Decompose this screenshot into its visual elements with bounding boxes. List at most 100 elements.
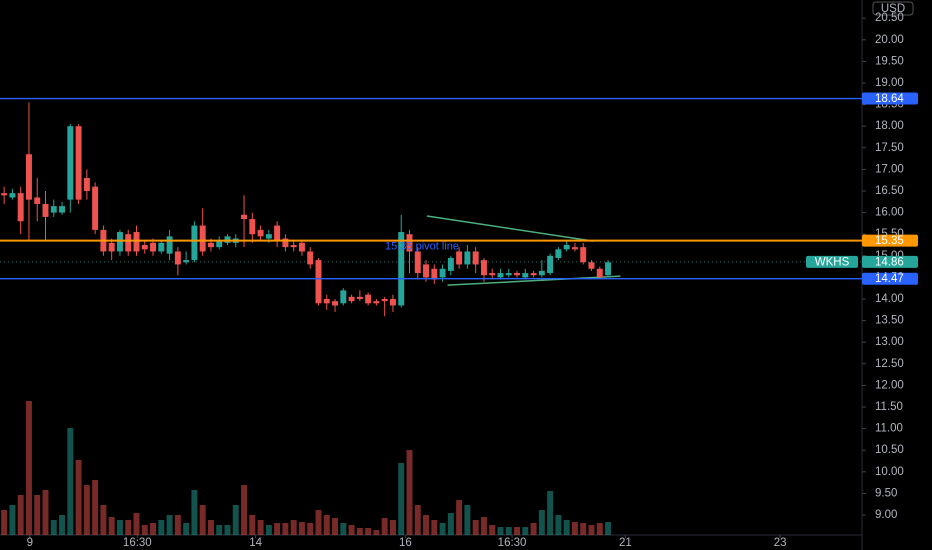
volume-bar (447, 513, 454, 535)
volume-bar (323, 515, 330, 535)
level-label: 18.64 (875, 93, 904, 105)
x-tick-label: 23 (774, 537, 787, 549)
volume-bar (42, 490, 49, 535)
volume-bar (232, 505, 239, 535)
volume-bar (373, 530, 380, 535)
volume-bar (207, 520, 214, 535)
candle-body (423, 264, 430, 278)
y-tick-label: 16.50 (875, 185, 904, 197)
candle-body (25, 154, 32, 200)
candle-body (141, 244, 148, 250)
volume-bar (571, 522, 578, 535)
candle-body (133, 232, 140, 252)
y-tick-label: 20.50 (875, 12, 904, 24)
currency-box[interactable] (872, 1, 914, 16)
candle-body (9, 193, 16, 198)
volume-bar (555, 515, 562, 535)
candle-body (298, 242, 305, 252)
candle-body (456, 251, 463, 265)
candle-body (464, 251, 471, 265)
volume-bar (538, 510, 545, 535)
volume-bar (274, 523, 281, 535)
candle-body (389, 298, 396, 306)
y-tick-label: 17.50 (875, 142, 904, 154)
candle-body (265, 234, 272, 239)
y-tick-label: 10.00 (875, 466, 904, 478)
candle-body (522, 273, 529, 278)
candle-body (75, 126, 82, 200)
candle-body (1, 193, 8, 196)
y-tick-label: 13.00 (875, 336, 904, 348)
level-label: 14.47 (875, 273, 904, 285)
volume-bar (249, 515, 256, 535)
x-tick-label: 16:30 (498, 537, 527, 549)
trend-line (426, 215, 594, 242)
volume-bar (580, 523, 587, 535)
volume-bar (315, 510, 322, 535)
volume-bar (191, 490, 198, 535)
candle-body (116, 232, 123, 252)
candle-body (406, 234, 413, 252)
volume-bar (17, 495, 24, 535)
x-tick-label: 21 (619, 537, 632, 549)
candle-body (207, 242, 214, 248)
volume-bar (241, 485, 248, 535)
candle-body (290, 244, 297, 248)
volume-bar (224, 525, 231, 535)
candle-body (257, 229, 264, 237)
volume-bar (340, 523, 347, 535)
candle-body (224, 236, 231, 243)
candle-body (414, 251, 421, 274)
level-label-box (862, 272, 918, 285)
volume-bar (150, 523, 157, 535)
candle-body (92, 186, 99, 230)
candle-body (439, 268, 446, 278)
trend-line (447, 275, 621, 286)
candle-body (605, 262, 612, 276)
volume-bar (389, 520, 396, 535)
y-tick-label: 11.00 (875, 423, 903, 435)
candle-body (216, 240, 223, 248)
candle-body (42, 203, 49, 217)
x-tick-label: 9 (27, 537, 33, 549)
candle-body (83, 178, 90, 191)
y-tick-label: 9.50 (875, 487, 897, 499)
volume-bar (158, 520, 165, 535)
candle-body (315, 260, 322, 304)
candle-body (274, 225, 281, 241)
volume-bar (605, 522, 612, 535)
volume-bar (588, 525, 595, 535)
annotation: 15.35 pivot line (385, 241, 459, 253)
candle-body (447, 257, 454, 271)
volume-bar (307, 523, 314, 535)
volume-bar (183, 523, 190, 535)
volume-bar (596, 523, 603, 535)
volume-bar (398, 463, 405, 535)
candle-body (530, 273, 537, 276)
last-price-label: 14.86 (875, 256, 904, 268)
y-tick-label: 20.00 (875, 34, 904, 46)
volume-bar (133, 513, 140, 535)
candle-body (563, 244, 570, 250)
x-tick-label: 16:30 (123, 537, 152, 549)
volume-bar (1, 510, 8, 535)
volume-bar (257, 520, 264, 535)
volume-bar (530, 523, 537, 535)
last-price-box (862, 255, 918, 268)
y-tick-label: 16.00 (875, 207, 904, 219)
volume-bar (125, 520, 132, 535)
candle-body (183, 260, 190, 263)
candle-body (241, 214, 248, 220)
volume-bar (116, 520, 123, 535)
candle-body (538, 270, 545, 276)
candle-body (571, 247, 578, 250)
volume-bar (505, 527, 512, 535)
volume-bar (50, 520, 57, 535)
candle-body (50, 206, 57, 213)
candle-body (34, 197, 41, 204)
candle-body (307, 251, 314, 265)
volume-bar (563, 520, 570, 535)
volume-bar (547, 491, 554, 535)
volume-bar (348, 525, 355, 535)
